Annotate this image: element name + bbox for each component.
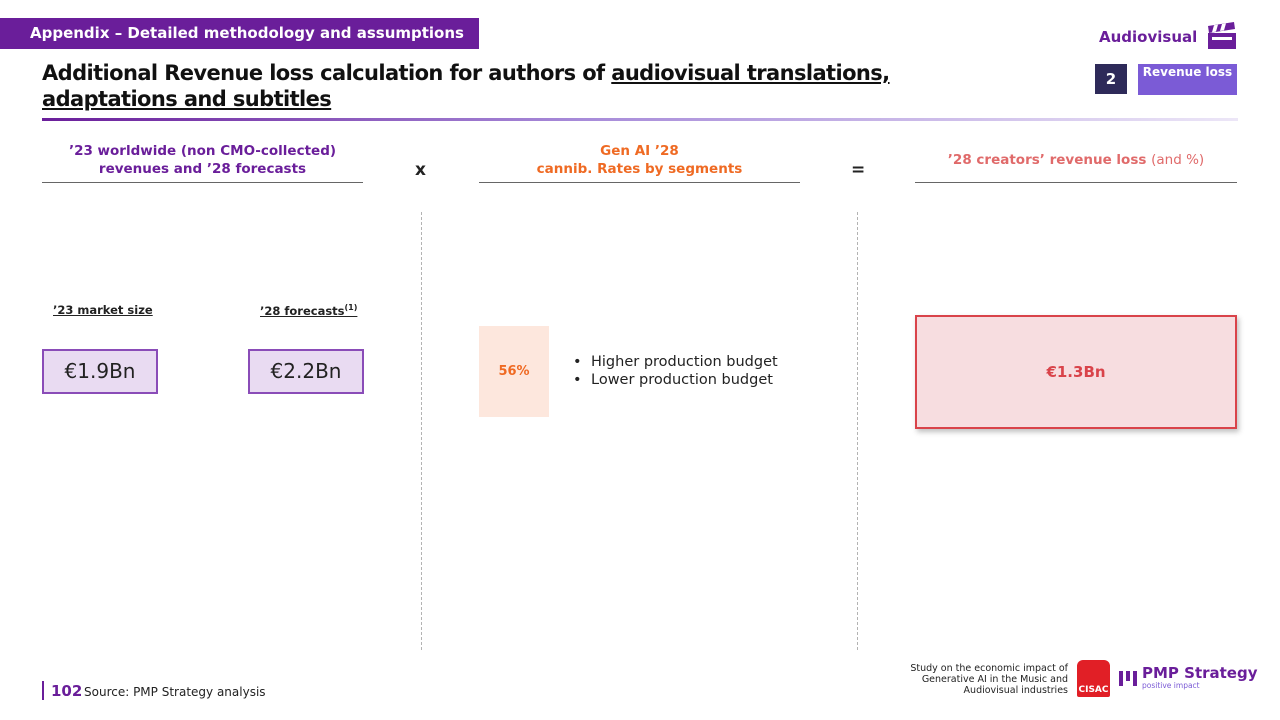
study-note: Study on the economic impact of Generati… <box>910 663 1068 696</box>
forecast-footnote-marker: (1) <box>344 303 358 312</box>
result-heading-rule <box>915 182 1237 183</box>
step-label-badge: Revenue loss <box>1138 64 1237 95</box>
cannibalization-heading-line2: cannib. Rates by segments <box>536 161 743 177</box>
forecast-label: ’28 forecasts(1) <box>260 303 357 318</box>
section-banner: Appendix – Detailed methodology and assu… <box>0 18 479 49</box>
title-text: Additional Revenue loss calculation for … <box>42 61 612 85</box>
pmp-logo-name: PMP Strategy <box>1142 664 1258 682</box>
list-item: Lower production budget <box>573 371 778 389</box>
title-divider <box>42 118 1238 121</box>
result-heading: ’28 creators’ revenue loss (and %) <box>915 151 1237 169</box>
list-item: Higher production budget <box>573 353 778 371</box>
forecast-label-text: ’28 forecasts <box>260 303 345 318</box>
column-separator-left <box>421 212 422 650</box>
segment-list: Higher production budget Lower productio… <box>573 353 778 389</box>
equals-operator: = <box>851 160 866 180</box>
column-separator-right <box>857 212 858 650</box>
source-note: Source: PMP Strategy analysis <box>84 685 266 699</box>
result-heading-text: ’28 creators’ revenue loss <box>947 152 1147 168</box>
pmp-logo-icon <box>1119 671 1137 686</box>
step-number-badge: 2 <box>1095 64 1127 94</box>
cannibalization-heading: Gen AI ’28 cannib. Rates by segments <box>479 142 800 178</box>
revenues-heading: ’23 worldwide (non CMO-collected) revenu… <box>68 143 337 177</box>
result-heading-suffix: (and %) <box>1151 152 1205 168</box>
multiply-operator: x <box>415 160 426 180</box>
market-size-value: €1.9Bn <box>42 349 158 394</box>
revenues-heading-rule <box>42 182 363 183</box>
clapperboard-icon <box>1208 22 1236 49</box>
section-tag: Audiovisual <box>1099 28 1198 46</box>
revenue-loss-value: €1.3Bn <box>915 315 1237 429</box>
market-size-label: ’23 market size <box>53 303 153 317</box>
page-title: Additional Revenue loss calculation for … <box>42 60 992 112</box>
cannibalization-heading-rule <box>479 182 800 183</box>
cisac-logo: CISAC <box>1077 660 1110 697</box>
forecast-value: €2.2Bn <box>248 349 364 394</box>
cannibalization-rate: 56% <box>479 326 549 417</box>
cannibalization-heading-line1: Gen AI ’28 <box>600 143 679 159</box>
title-underlined-text: audiovisual translations, adaptations an… <box>42 61 890 111</box>
page-number: 102 <box>51 682 83 700</box>
page-number-bar <box>42 681 44 700</box>
pmp-logo-tagline: positive impact <box>1142 681 1200 690</box>
